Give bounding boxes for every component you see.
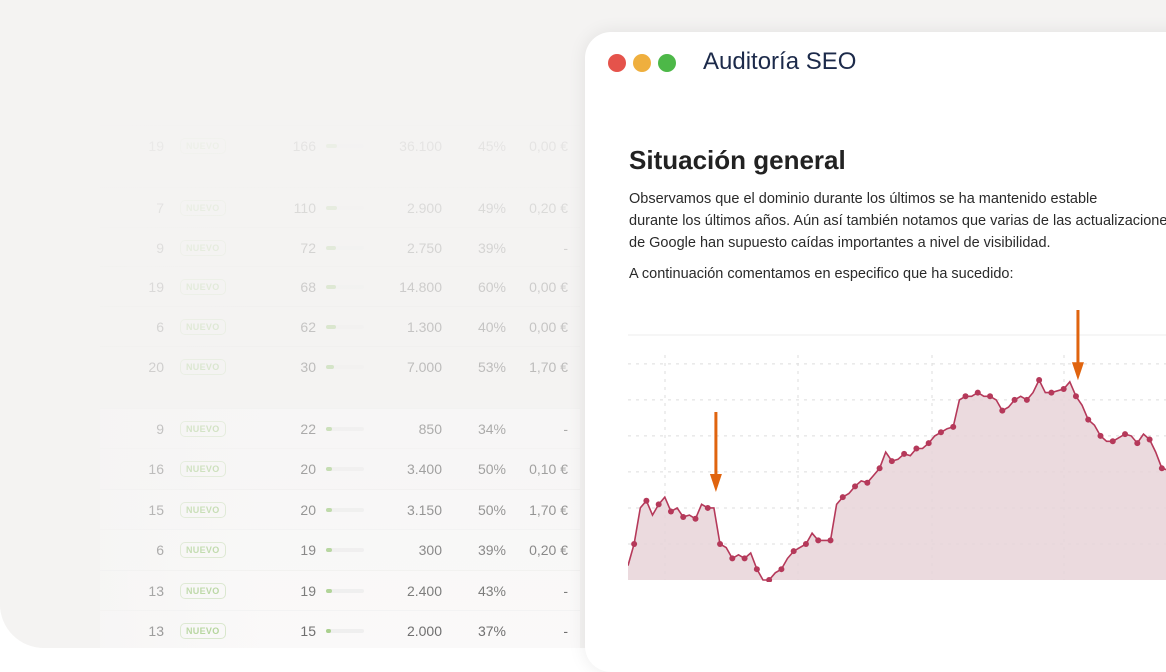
data-point [643, 497, 650, 504]
data-point [950, 423, 957, 430]
data-point [1023, 396, 1030, 403]
data-point [1048, 389, 1055, 396]
data-point [1085, 416, 1092, 423]
data-point [1097, 432, 1104, 439]
data-point [937, 429, 944, 436]
data-point [815, 537, 822, 544]
data-point [839, 494, 846, 501]
paragraph-line: de Google han supuesto caídas importante… [629, 235, 1051, 251]
data-point [631, 540, 638, 547]
data-point [741, 555, 748, 562]
data-point [913, 445, 920, 452]
paragraph-line: Observamos que el dominio durante los úl… [629, 191, 1098, 207]
data-point [1036, 377, 1043, 384]
data-point [901, 450, 908, 457]
data-point [680, 513, 687, 520]
data-point [692, 515, 699, 522]
chart-area [628, 380, 1166, 580]
data-point [864, 479, 871, 486]
data-point [655, 501, 662, 508]
data-point [852, 483, 859, 490]
data-point [925, 440, 932, 447]
data-point [1122, 431, 1129, 438]
annotation-arrow-down-icon [1071, 362, 1084, 381]
data-point [987, 393, 994, 400]
data-point [790, 548, 797, 555]
data-point [1158, 465, 1165, 472]
fade-overlay-left [0, 0, 260, 648]
data-point [717, 540, 724, 547]
data-point [704, 504, 711, 511]
data-point [753, 566, 760, 573]
data-point [1134, 440, 1141, 447]
data-point [1072, 393, 1079, 400]
data-point [962, 393, 969, 400]
data-point [802, 540, 809, 547]
data-point [1109, 438, 1116, 445]
data-point [778, 566, 785, 573]
paragraph-continuation: A continuación comentamos en especifico … [629, 266, 1014, 282]
zoom-button[interactable] [658, 54, 676, 72]
data-point [1146, 436, 1153, 443]
paragraph-line: durante los últimos años. Aún así tambié… [629, 213, 1166, 229]
data-point [729, 555, 736, 562]
data-point [766, 577, 773, 582]
data-point [974, 389, 981, 396]
data-point [1011, 396, 1018, 403]
data-point [1060, 386, 1067, 393]
close-button[interactable] [608, 54, 626, 72]
visibility-chart [628, 310, 1166, 582]
data-point [667, 508, 674, 515]
window-title: Auditoría SEO [703, 48, 857, 75]
data-point [827, 537, 834, 544]
data-point [876, 465, 883, 472]
chart-line [628, 378, 1166, 581]
annotation-arrow-down-icon [709, 473, 722, 492]
data-point [888, 458, 895, 465]
minimize-button[interactable] [633, 54, 651, 72]
section-heading: Situación general [629, 145, 846, 175]
data-point [999, 407, 1006, 414]
audit-window: Auditoría SEO Situación general Observam… [585, 32, 1166, 672]
